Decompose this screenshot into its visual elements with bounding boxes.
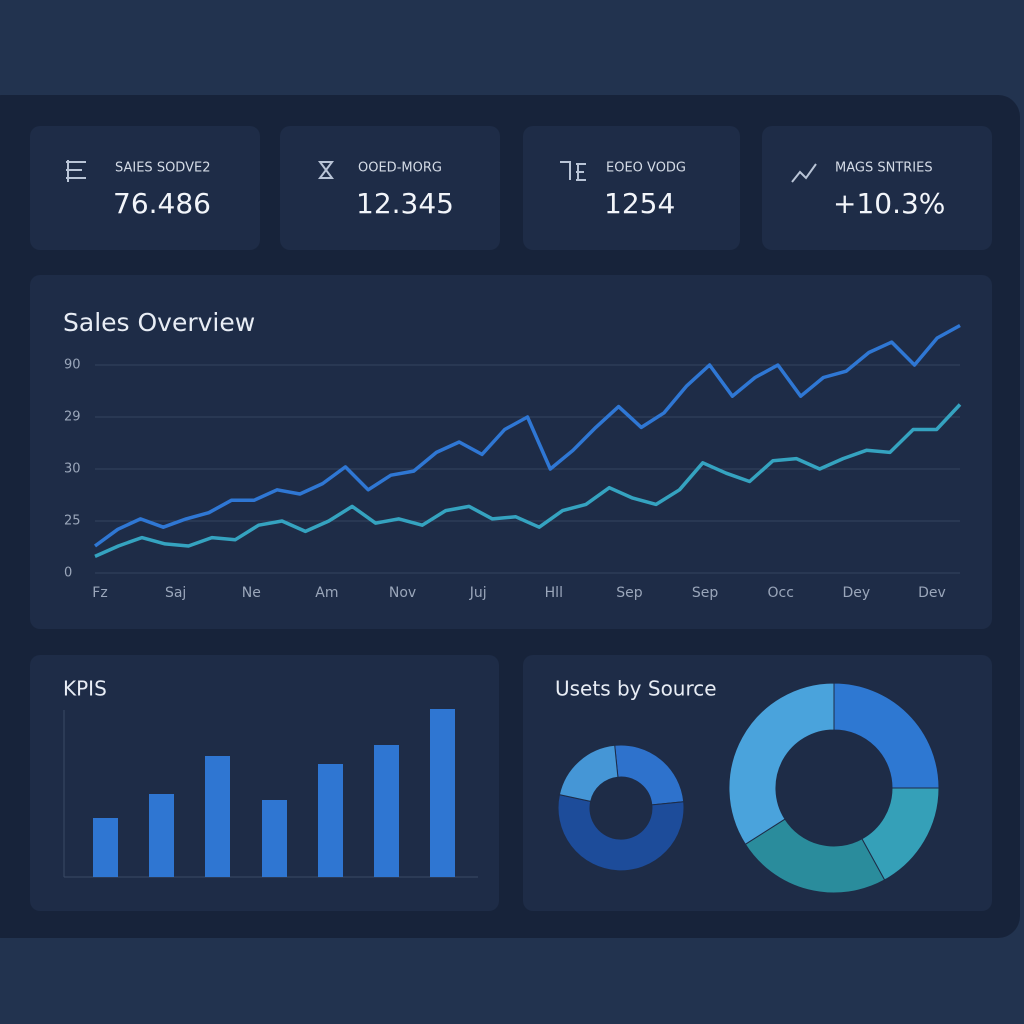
donut-segment <box>558 744 619 802</box>
y-tick-label: 29 <box>64 410 81 425</box>
icon <box>791 163 817 183</box>
x-tick-label: Ne <box>242 585 261 601</box>
y-tick-label: 90 <box>64 358 81 373</box>
icons <box>66 160 817 183</box>
kpi-value: 12.345 <box>356 187 454 220</box>
bar <box>149 794 174 877</box>
icon <box>560 161 586 181</box>
line-series <box>93 323 961 548</box>
x-tick-label: Hll <box>545 585 563 601</box>
x-tick-label: Sep <box>692 585 719 601</box>
kpi-label: MAGS SNTRIES <box>835 161 933 176</box>
kpi-value: 76.486 <box>113 187 211 220</box>
kpi-card <box>30 126 260 250</box>
kpi-value: +10.3% <box>833 187 945 220</box>
bar <box>318 764 343 877</box>
x-tick-label: Saj <box>165 585 186 601</box>
x-tick-label: Dev <box>918 585 946 601</box>
chart-title: Sales Overview <box>63 308 255 337</box>
y-tick-label: 30 <box>64 462 81 477</box>
kpi-card <box>762 126 992 250</box>
chart-title: KPIS <box>63 677 107 701</box>
x-tick-label: Occ <box>768 585 794 601</box>
bar <box>262 800 287 877</box>
donut-segment <box>557 794 685 872</box>
bar <box>205 756 230 877</box>
donut-segment <box>744 818 886 894</box>
sales-card <box>30 275 992 629</box>
x-tick-label: Juj <box>469 585 487 601</box>
bar <box>93 818 118 877</box>
kpi-label: SAIES SODVE2 <box>115 161 210 176</box>
kpi-card <box>280 126 500 250</box>
chart-title: Usets by Source <box>555 677 717 701</box>
line-series <box>94 403 962 558</box>
x-tick-label: Fz <box>92 585 107 601</box>
icon <box>66 160 86 182</box>
donut-segment <box>833 682 940 789</box>
icon <box>318 161 334 179</box>
x-tick-label: Am <box>315 585 338 601</box>
kpi-card <box>523 126 740 250</box>
x-tick-label: Sep <box>616 585 643 601</box>
bar <box>430 709 455 877</box>
x-tick-label: Dey <box>843 585 871 601</box>
y-tick-label: 0 <box>64 566 72 581</box>
kpi-label: OOED-MORG <box>358 161 442 176</box>
kpi-value: 1254 <box>604 187 675 220</box>
kpi-label: EOEO VODG <box>606 161 686 176</box>
x-tick-label: Nov <box>389 585 416 601</box>
y-tick-label: 25 <box>64 514 81 529</box>
bar <box>374 745 399 877</box>
donut-segment <box>728 682 835 845</box>
